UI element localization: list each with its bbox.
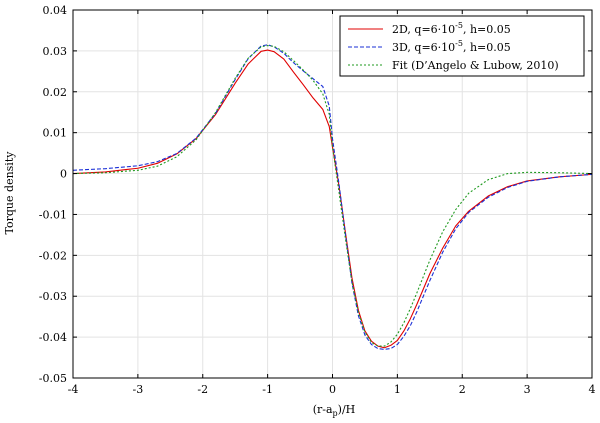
y-tick-label: 0.02 — [43, 86, 68, 99]
axis-ticks: -4 -3 -2 -1 0 1 2 3 4 -0.05 -0.04 -0.03 -0.02 -0.01 0 0… — [39, 4, 596, 396]
y-tick-label: -0.01 — [39, 208, 67, 221]
series-line-2-3d-q-6-10 — [72, 44, 593, 350]
y-tick-label: -0.05 — [39, 372, 67, 385]
x-tick-label: 0 — [329, 383, 336, 396]
y-tick-label: -0.04 — [39, 331, 67, 344]
x-tick-label: 4 — [589, 383, 596, 396]
x-tick-label: -4 — [68, 383, 79, 396]
legend-label-2: 3D, q=6·10-5, h=0.05 — [392, 39, 511, 54]
data-series — [72, 44, 593, 350]
y-tick-label: -0.02 — [39, 249, 67, 262]
y-tick-label: -0.03 — [39, 290, 67, 303]
x-tick-label: -1 — [262, 383, 273, 396]
series-line-3-fit-d-angelo-lubow-2 — [72, 45, 593, 347]
x-tick-label: -2 — [197, 383, 208, 396]
y-tick-label: 0.01 — [43, 127, 68, 140]
y-tick-label: 0 — [60, 168, 67, 181]
y-axis-title: Torque density — [3, 151, 16, 235]
x-axis-title: (r-ap)/H — [313, 403, 356, 418]
legend-label-3: Fit (D’Angelo & Lubow, 2010) — [392, 59, 559, 72]
legend-label-1: 2D, q=6·10-5, h=0.05 — [392, 21, 511, 36]
x-tick-label: 2 — [459, 383, 466, 396]
x-tick-label: -3 — [133, 383, 144, 396]
x-tick-label: 1 — [394, 383, 401, 396]
x-tick-label: 3 — [524, 383, 531, 396]
y-tick-label: 0.04 — [43, 4, 68, 17]
y-tick-label: 0.03 — [43, 45, 68, 58]
legend-box — [339, 15, 585, 77]
legend: 2D, q=6·10-5, h=0.05 3D, q=6·10-5, h=0.05… — [339, 15, 585, 77]
